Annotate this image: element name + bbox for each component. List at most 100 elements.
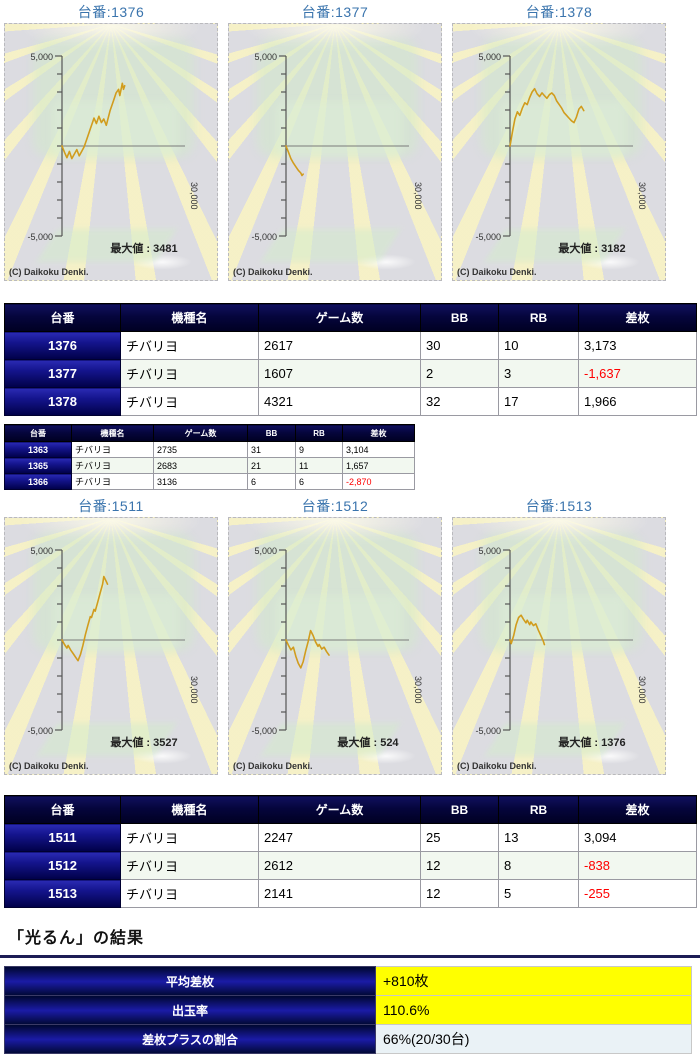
machine-data-cell: 9 xyxy=(295,441,343,458)
copyright-label: (C) Daikoku Denki. xyxy=(457,761,537,771)
machine-data-cell: 6 xyxy=(295,473,343,490)
machine-data-cell: 2617 xyxy=(258,331,421,360)
result-label: 差枚プラスの割合 xyxy=(4,1024,376,1054)
column-header-0: 台番 xyxy=(4,424,72,442)
machine-data-cell: 2683 xyxy=(153,457,248,474)
result-row: 平均差枚 +810枚 xyxy=(4,966,692,996)
column-header-5: 差枚 xyxy=(342,424,415,442)
machine-data-cell: 3,104 xyxy=(342,441,415,458)
machine-data-cell: -1,637 xyxy=(578,359,697,388)
column-header-3: BB xyxy=(420,795,499,824)
machine-data-cell: チバリヨ xyxy=(71,441,154,458)
column-header-2: ゲーム数 xyxy=(258,795,421,824)
column-header-1: 機種名 xyxy=(71,424,154,442)
column-header-1: 機種名 xyxy=(120,795,259,824)
result-value: 66%(20/30台) xyxy=(375,1024,692,1054)
slump-line xyxy=(61,82,126,160)
graph-title: 台番:1378 xyxy=(525,4,593,20)
machine-data-cell: 6 xyxy=(247,473,296,490)
column-header-1: 機種名 xyxy=(120,303,259,332)
machine-row: 1377 チバリヨ 1607 2 3 -1,637 xyxy=(4,359,697,388)
copyright-label: (C) Daikoku Denki. xyxy=(9,761,89,771)
column-header-0: 台番 xyxy=(4,795,121,824)
machine-data-cell: 17 xyxy=(498,387,579,416)
machine-data-cell: 3,173 xyxy=(578,331,697,360)
machine-data-cell: -2,870 xyxy=(342,473,415,490)
graph-block: 台番:1377 5,000 -5,000 30,000 (C) Daikoku Denk… xyxy=(228,2,442,281)
machine-number: 1513 xyxy=(4,879,121,908)
graph-block: 台番:1512 5,000 -5,000 30,000 最大値 : 524 (C) Dai… xyxy=(228,496,442,775)
machine-data-cell: 3136 xyxy=(153,473,248,490)
copyright-label: (C) Daikoku Denki. xyxy=(9,267,89,277)
machine-data-cell: 1,657 xyxy=(342,457,415,474)
y-min-label: -5,000 xyxy=(27,232,53,242)
machine-ghost-image xyxy=(51,594,179,652)
y-max-label: 5,000 xyxy=(30,546,53,556)
column-header-5: 差枚 xyxy=(578,303,697,332)
copyright-label: (C) Daikoku Denki. xyxy=(233,267,313,277)
machine-data-cell: 30 xyxy=(420,331,499,360)
slump-graph-panel: 5,000 -5,000 30,000 最大値 : 3481 (C) Daikoku D… xyxy=(4,23,218,281)
x-end-label: 30,000 xyxy=(413,676,423,704)
machine-data-cell: 12 xyxy=(420,879,499,908)
graph-row-1: 台番:1376 5,000 -5,000 30,000 最大値 : 3481 (C) Da… xyxy=(0,2,700,281)
machine-data-cell: 2735 xyxy=(153,441,248,458)
slump-graph-svg: 5,000 -5,000 30,000 (C) Daikoku Denki. xyxy=(233,52,423,277)
slump-graph-svg: 5,000 -5,000 30,000 最大値 : 1376 (C) Daikoku D… xyxy=(457,546,647,771)
machine-row: 1512 チバリヨ 2612 12 8 -838 xyxy=(4,851,697,880)
machine-table-1363-1366: 台番 機種名 ゲーム数 BB RB 差枚 1363 チバリヨ 2735 31 9 3,104 1365 チ… xyxy=(4,424,415,490)
machine-data-cell: 1607 xyxy=(258,359,421,388)
slump-graph-panel: 5,000 -5,000 30,000 最大値 : 3527 (C) Daikoku D… xyxy=(4,517,218,775)
result-label: 出玉率 xyxy=(4,995,376,1025)
slump-graph-panel: 5,000 -5,000 30,000 最大値 : 1376 (C) Daikoku D… xyxy=(452,517,666,775)
machine-ghost-image xyxy=(275,594,403,652)
slump-line xyxy=(509,87,585,147)
machine-data-cell: -838 xyxy=(578,851,697,880)
graph-title: 台番:1513 xyxy=(525,498,593,514)
machine-number: 1511 xyxy=(4,823,121,852)
result-value: +810枚 xyxy=(375,966,692,996)
machine-data-cell: 8 xyxy=(498,851,579,880)
slump-graph-panel: 5,000 -5,000 30,000 最大値 : 524 (C) Daikoku De… xyxy=(228,517,442,775)
graph-title: 台番:1512 xyxy=(301,498,369,514)
graph-row-2: 台番:1511 5,000 -5,000 30,000 最大値 : 3527 (C) Da… xyxy=(0,496,700,775)
machine-data-cell: チバリヨ xyxy=(71,457,154,474)
machine-data-cell: チバリヨ xyxy=(120,331,259,360)
machine-row: 1363 チバリヨ 2735 31 9 3,104 xyxy=(4,441,415,458)
column-header-4: RB xyxy=(498,795,579,824)
y-min-label: -5,000 xyxy=(251,232,277,242)
x-end-label: 30,000 xyxy=(189,676,199,704)
machine-number: 1363 xyxy=(4,441,72,458)
x-end-label: 30,000 xyxy=(413,182,423,210)
machine-data-cell: 21 xyxy=(247,457,296,474)
machine-data-cell: 2247 xyxy=(258,823,421,852)
copyright-label: (C) Daikoku Denki. xyxy=(457,267,537,277)
machine-number: 1365 xyxy=(4,457,72,474)
x-end-label: 30,000 xyxy=(637,182,647,210)
max-value-label: 最大値 : 524 xyxy=(337,735,399,749)
y-max-label: 5,000 xyxy=(478,546,501,556)
max-value-label: 最大値 : 1376 xyxy=(558,735,625,749)
machine-data-cell: チバリヨ xyxy=(120,359,259,388)
machine-row: 1376 チバリヨ 2617 30 10 3,173 xyxy=(4,331,697,360)
slump-graph-svg: 5,000 -5,000 30,000 最大値 : 3182 (C) Daikoku D… xyxy=(457,52,647,277)
result-row: 差枚プラスの割合 66%(20/30台) xyxy=(4,1024,692,1054)
slump-graph-svg: 5,000 -5,000 30,000 最大値 : 3481 (C) Daikoku D… xyxy=(9,52,199,277)
machine-data-cell: 2 xyxy=(420,359,499,388)
x-end-label: 30,000 xyxy=(189,182,199,210)
machine-number: 1377 xyxy=(4,359,121,388)
slump-graph-panel: 5,000 -5,000 30,000 最大値 : 3182 (C) Daikoku D… xyxy=(452,23,666,281)
machine-ghost-image xyxy=(275,100,403,158)
machine-data-cell: 31 xyxy=(247,441,296,458)
copyright-label: (C) Daikoku Denki. xyxy=(233,761,313,771)
machine-data-cell: -255 xyxy=(578,879,697,908)
machine-data-cell: チバリヨ xyxy=(120,387,259,416)
heading-divider xyxy=(0,955,700,958)
column-header-2: ゲーム数 xyxy=(258,303,421,332)
machine-data-cell: 2612 xyxy=(258,851,421,880)
machine-data-cell: 32 xyxy=(420,387,499,416)
machine-row: 1365 チバリヨ 2683 21 11 1,657 xyxy=(4,457,415,474)
machine-number: 1378 xyxy=(4,387,121,416)
machine-number: 1366 xyxy=(4,473,72,490)
machine-data-cell: 25 xyxy=(420,823,499,852)
